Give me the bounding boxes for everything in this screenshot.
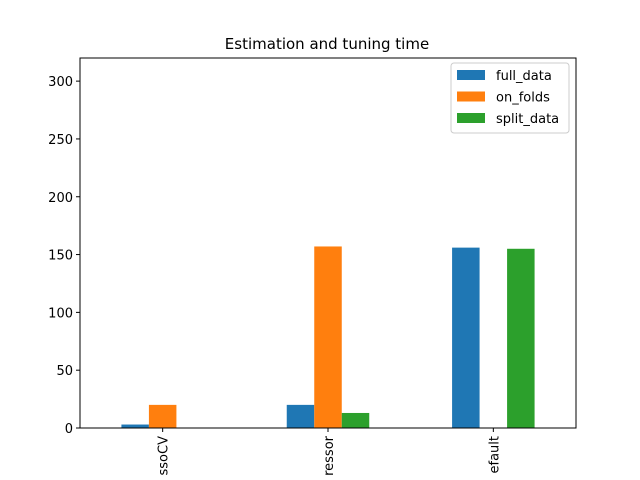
y-tick-label: 200 xyxy=(48,191,73,206)
y-tick-label: 50 xyxy=(56,364,73,379)
x-tick-label: ressor xyxy=(322,435,337,476)
chart-title: Estimation and tuning time xyxy=(225,35,429,53)
legend-swatch-full_data xyxy=(457,70,485,80)
y-axis: 0 50 100 150 200 250 300 xyxy=(48,75,80,437)
bar-on_folds-regressor xyxy=(314,246,342,428)
bars-group xyxy=(121,246,535,428)
legend-label-split_data: split_data xyxy=(496,112,559,127)
x-tick-label: ssoCV xyxy=(157,436,172,476)
legend: full_data on_folds split_data xyxy=(450,62,570,134)
legend-label-on_folds: on_folds xyxy=(496,91,550,106)
legend-swatch-split_data xyxy=(457,113,485,123)
bar-split_data-regressor xyxy=(341,412,370,428)
y-tick-label: 300 xyxy=(48,75,73,90)
x-axis: ssoCV ressor efault xyxy=(157,428,502,476)
legend-label-full_data: full_data xyxy=(496,69,552,84)
bar-full_data-default xyxy=(452,247,480,428)
bar-full_data-regressor xyxy=(286,404,315,428)
bar-split_data-default xyxy=(507,248,535,428)
x-tick-label: efault xyxy=(487,436,502,474)
bar-full_data-lassocv xyxy=(121,424,149,428)
plot-frame xyxy=(79,57,577,429)
y-tick-label: 0 xyxy=(65,422,73,437)
bar-on_folds-lassocv xyxy=(148,404,177,428)
y-tick-label: 250 xyxy=(48,133,73,148)
y-tick-label: 100 xyxy=(48,306,73,321)
y-tick-label: 150 xyxy=(48,249,73,264)
legend-swatch-on_folds xyxy=(457,91,485,102)
